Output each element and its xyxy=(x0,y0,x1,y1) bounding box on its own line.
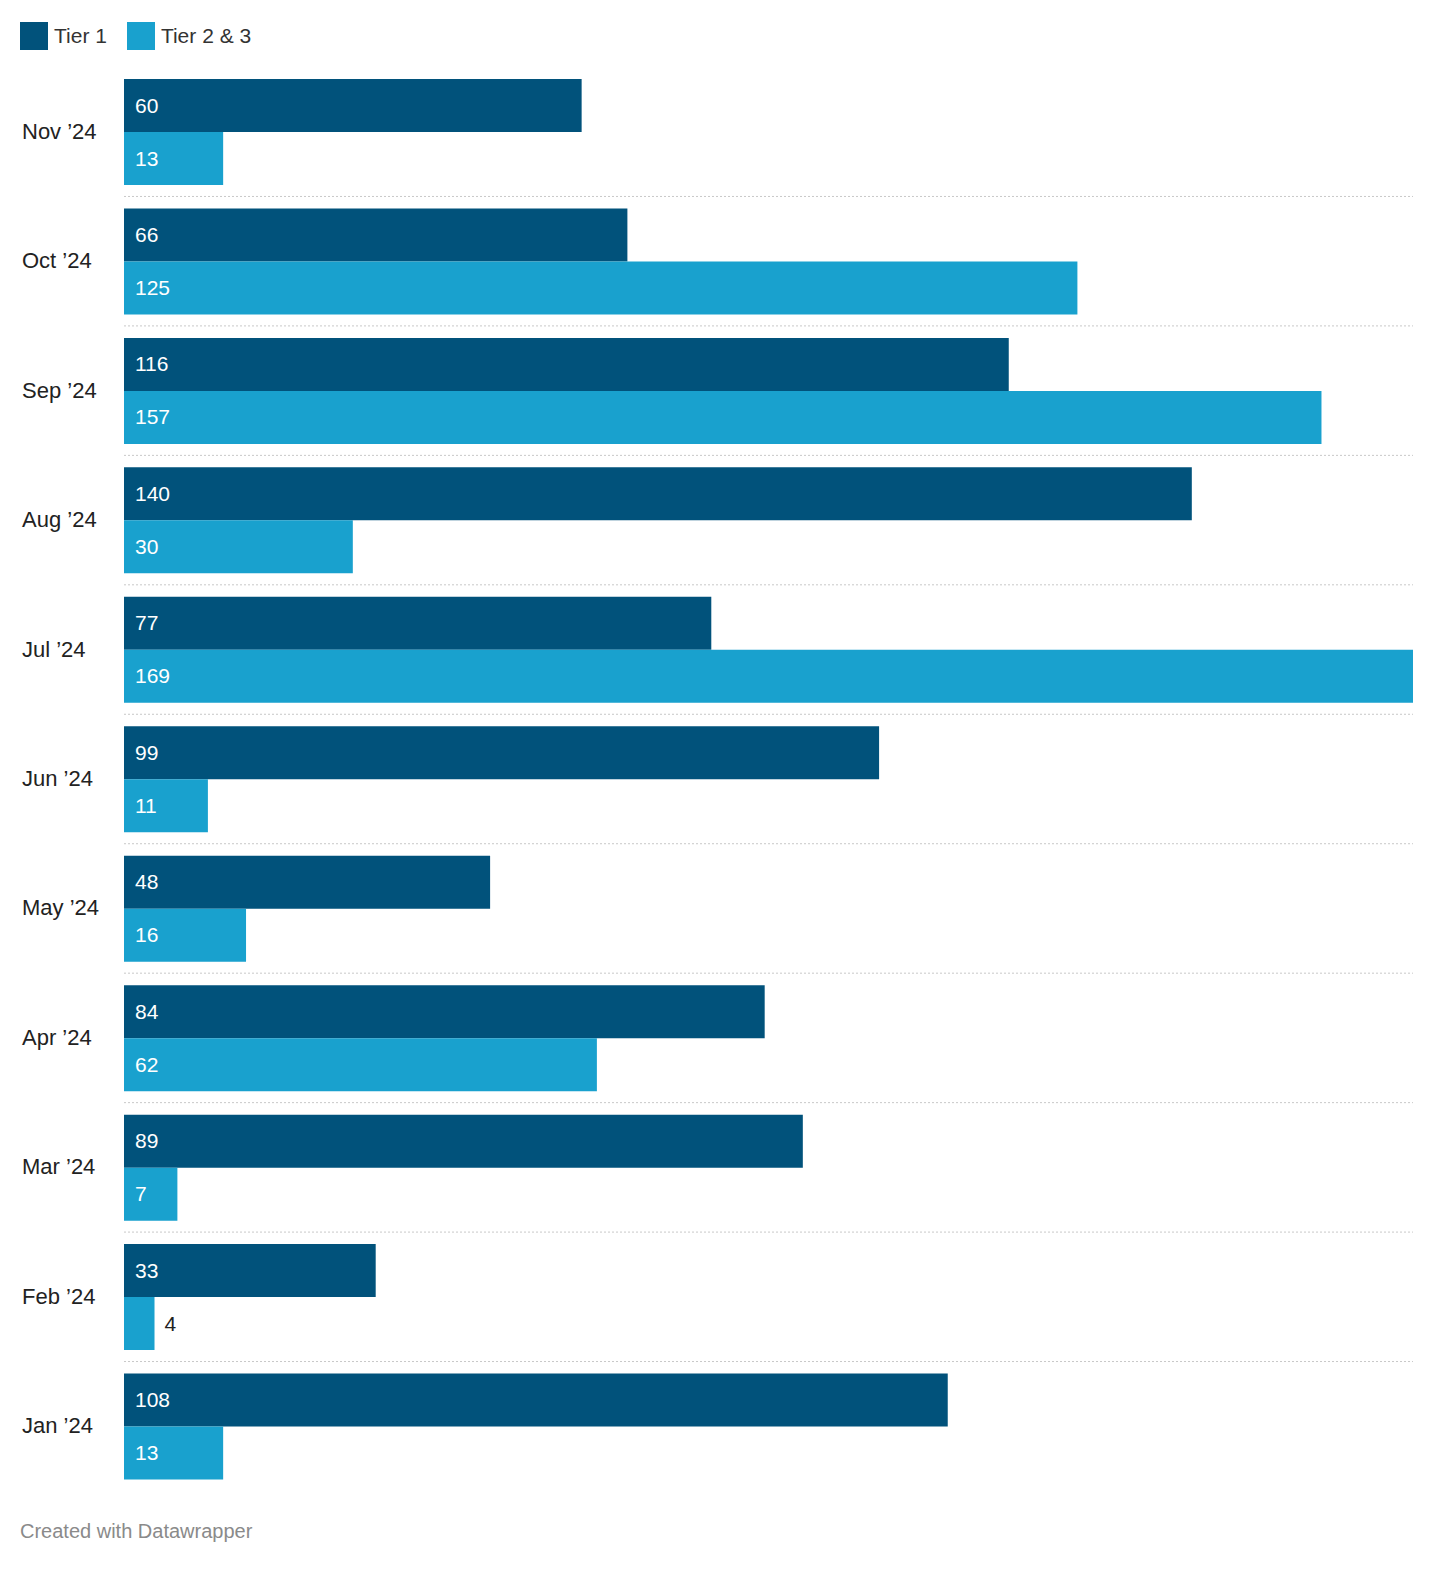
svg-text:May ’24: May ’24 xyxy=(22,895,99,920)
svg-text:Aug ’24: Aug ’24 xyxy=(22,507,97,532)
svg-text:Jun ’24: Jun ’24 xyxy=(22,766,93,791)
svg-text:157: 157 xyxy=(135,405,170,428)
svg-text:Jul ’24: Jul ’24 xyxy=(22,637,86,662)
svg-text:116: 116 xyxy=(135,352,168,375)
svg-text:16: 16 xyxy=(135,923,158,946)
svg-text:Apr ’24: Apr ’24 xyxy=(22,1025,92,1050)
svg-text:33: 33 xyxy=(135,1259,158,1282)
svg-text:Oct ’24: Oct ’24 xyxy=(22,248,92,273)
svg-text:60: 60 xyxy=(135,94,158,117)
svg-text:89: 89 xyxy=(135,1129,158,1152)
svg-text:66: 66 xyxy=(135,223,158,246)
svg-text:Nov ’24: Nov ’24 xyxy=(22,119,97,144)
svg-text:Mar ’24: Mar ’24 xyxy=(22,1154,95,1179)
svg-text:125: 125 xyxy=(135,276,170,299)
svg-text:Sep ’24: Sep ’24 xyxy=(22,378,97,403)
svg-text:48: 48 xyxy=(135,870,158,893)
svg-text:169: 169 xyxy=(135,664,170,687)
html-text:Tier 1: Tier 1 xyxy=(54,24,107,47)
svg-text:4: 4 xyxy=(165,1312,177,1335)
html-text:Created with Datawrapper: Created with Datawrapper xyxy=(20,1520,253,1542)
html-text:Tier 2 & 3: Tier 2 & 3 xyxy=(160,24,252,47)
svg-text:13: 13 xyxy=(135,1441,158,1464)
svg-text:11: 11 xyxy=(135,794,157,817)
svg-text:84: 84 xyxy=(135,1000,159,1023)
svg-text:Feb ’24: Feb ’24 xyxy=(22,1284,95,1309)
svg-text:140: 140 xyxy=(135,482,170,505)
svg-text:7: 7 xyxy=(135,1182,147,1205)
svg-text:30: 30 xyxy=(135,535,158,558)
svg-text:99: 99 xyxy=(135,741,158,764)
svg-text:77: 77 xyxy=(135,611,158,634)
svg-text:108: 108 xyxy=(135,1388,170,1411)
svg-text:62: 62 xyxy=(135,1053,158,1076)
svg-text:Jan ’24: Jan ’24 xyxy=(22,1413,93,1438)
svg-text:13: 13 xyxy=(135,147,158,170)
